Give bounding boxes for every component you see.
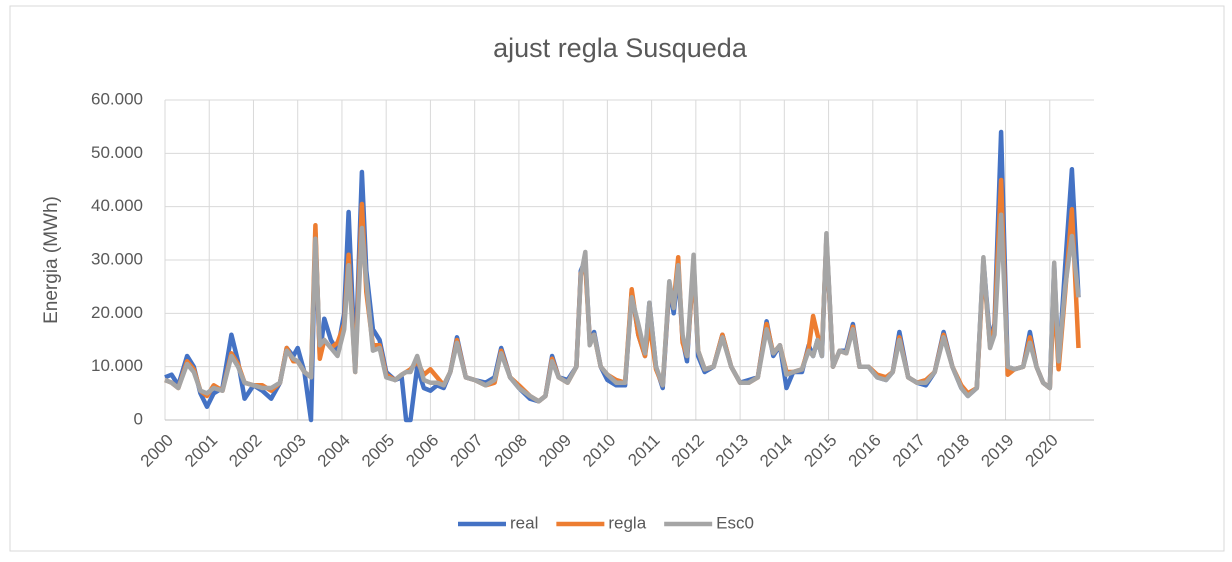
legend-label: Esc0 [716, 513, 754, 532]
y-tick-label: 40.000 [91, 196, 143, 215]
chart-border [9, 5, 1225, 552]
y-tick-label: 10.000 [91, 356, 143, 375]
y-tick-label: 60.000 [91, 89, 143, 108]
legend-label: real [510, 513, 538, 532]
y-tick-label: 20.000 [91, 303, 143, 322]
y-tick-label: 30.000 [91, 249, 143, 268]
series-line [164, 212, 1081, 404]
y-tick-label: 0 [134, 409, 143, 428]
chart-title: ajust regla Susqueda [493, 33, 748, 63]
legend-label: regla [608, 513, 646, 532]
y-axis-label: Energia (MWh) [41, 196, 62, 324]
y-tick-label: 50.000 [91, 143, 143, 162]
